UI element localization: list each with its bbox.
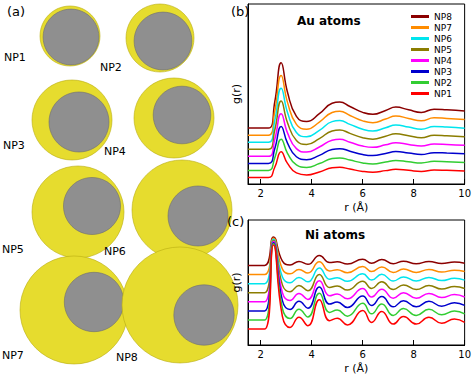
svg-text:NP6: NP6 <box>104 245 126 258</box>
svg-text:10: 10 <box>458 349 471 360</box>
svg-text:NP3: NP3 <box>434 67 452 77</box>
svg-text:NP5: NP5 <box>434 45 452 55</box>
svg-text:2: 2 <box>258 349 264 360</box>
svg-text:10: 10 <box>458 188 471 199</box>
svg-text:NP1: NP1 <box>4 51 26 64</box>
svg-text:r (Å): r (Å) <box>344 201 368 214</box>
svg-text:NP4: NP4 <box>434 56 452 66</box>
svg-text:8: 8 <box>410 188 416 199</box>
svg-text:8: 8 <box>410 349 416 360</box>
svg-text:6: 6 <box>360 188 366 199</box>
svg-text:NP4: NP4 <box>104 145 126 158</box>
svg-text:NP8: NP8 <box>116 351 138 364</box>
svg-text:r (Å): r (Å) <box>344 362 368 375</box>
svg-text:NP7: NP7 <box>434 23 452 33</box>
svg-text:NP2: NP2 <box>100 61 122 74</box>
svg-text:NP5: NP5 <box>2 243 24 256</box>
svg-text:(b): (b) <box>231 4 249 19</box>
svg-text:6: 6 <box>360 349 366 360</box>
svg-text:Au atoms: Au atoms <box>297 14 361 28</box>
svg-text:(a): (a) <box>7 4 25 19</box>
svg-text:g(r): g(r) <box>230 84 243 104</box>
svg-text:4: 4 <box>309 349 315 360</box>
svg-text:2: 2 <box>258 188 264 199</box>
svg-text:NP7: NP7 <box>2 349 24 362</box>
svg-text:4: 4 <box>309 188 315 199</box>
svg-text:(c): (c) <box>227 214 244 229</box>
svg-text:NP3: NP3 <box>3 139 25 152</box>
svg-text:NP8: NP8 <box>434 12 452 22</box>
svg-text:g(r): g(r) <box>230 272 243 292</box>
svg-text:NP6: NP6 <box>434 34 452 44</box>
svg-text:Ni atoms: Ni atoms <box>305 228 365 242</box>
svg-text:NP2: NP2 <box>434 78 452 88</box>
svg-text:NP1: NP1 <box>434 89 452 99</box>
